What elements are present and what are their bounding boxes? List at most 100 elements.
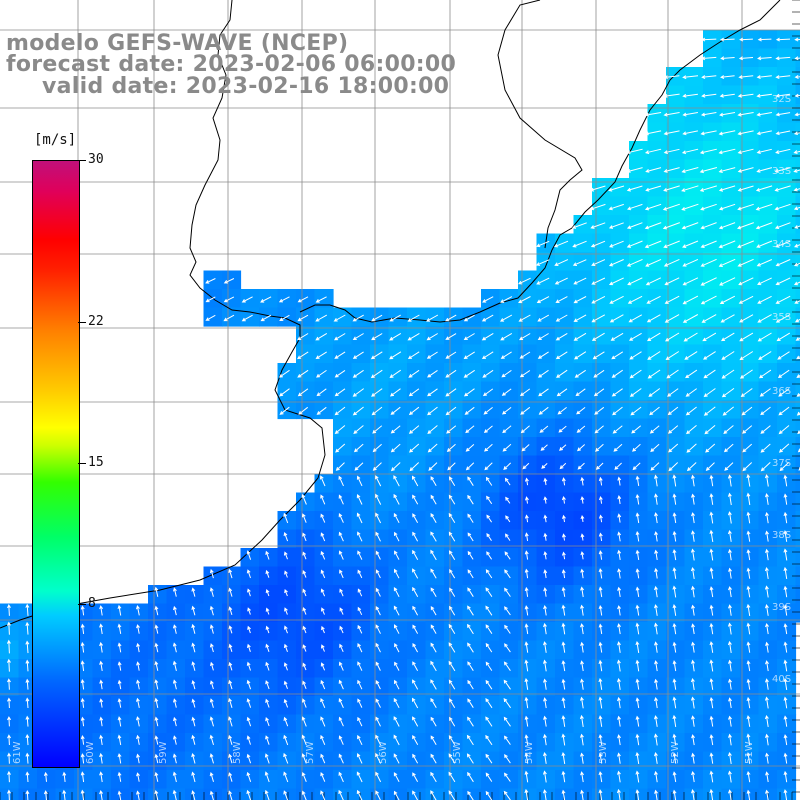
wind-arrow <box>672 530 677 542</box>
wind-arrow <box>574 351 587 360</box>
wind-arrow <box>505 515 511 523</box>
wind-arrow <box>737 222 754 230</box>
wind-cell <box>148 788 168 800</box>
wind-arrow <box>647 369 661 379</box>
colorbar-tick-mark <box>78 321 86 323</box>
wind-arrow <box>467 550 474 560</box>
wind-arrow <box>338 679 344 690</box>
wind-arrow <box>80 697 85 708</box>
wind-arrow <box>746 789 751 800</box>
wind-cell <box>166 788 186 800</box>
wind-arrow <box>430 494 437 505</box>
wind-arrow <box>518 333 531 341</box>
wind-arrow <box>635 549 640 560</box>
wind-arrow <box>501 407 512 415</box>
wind-arrow <box>279 314 290 322</box>
wind-arrow <box>172 753 177 764</box>
wind-arrow <box>765 622 769 635</box>
wind-arrow <box>320 494 326 505</box>
wind-arrow <box>573 277 587 285</box>
wind-cell <box>499 788 519 800</box>
wind-arrow <box>445 369 457 378</box>
wind-cell <box>666 788 686 800</box>
wind-arrow <box>430 549 437 561</box>
wind-arrow <box>737 167 754 173</box>
wind-arrow <box>352 314 364 322</box>
wind-cell <box>240 788 260 800</box>
wind-arrow <box>467 698 474 708</box>
wind-arrow <box>794 112 800 117</box>
wind-arrow <box>338 698 344 709</box>
wind-arrow <box>555 351 568 360</box>
wind-arrow <box>297 333 309 341</box>
wind-arrow <box>302 662 307 671</box>
wind-arrow <box>626 258 643 267</box>
wind-arrow <box>408 388 420 397</box>
wind-arrow <box>644 112 662 117</box>
wind-arrow <box>629 369 642 379</box>
wind-arrow <box>228 625 233 634</box>
wind-arrow <box>80 789 85 800</box>
wind-arrow <box>430 531 437 542</box>
wind-arrow <box>524 641 529 653</box>
wind-arrow <box>737 130 754 136</box>
wind-arrow <box>25 752 30 764</box>
wind-arrow <box>426 351 438 359</box>
wind-arrow <box>764 714 769 727</box>
wind-arrow <box>209 643 214 653</box>
wind-arrow <box>654 770 658 783</box>
wind-arrow <box>338 513 344 523</box>
wind-arrow <box>537 333 549 341</box>
wind-arrow <box>390 406 401 415</box>
wind-arrow <box>554 277 568 285</box>
wind-arrow <box>228 734 233 745</box>
wind-arrow <box>561 622 566 635</box>
wind-arrow <box>394 679 400 690</box>
wind-arrow <box>721 369 735 379</box>
wind-cell <box>74 788 94 800</box>
wind-arrow <box>739 37 753 42</box>
wind-arrow <box>668 462 679 472</box>
wind-arrow <box>338 771 344 783</box>
wind-arrow <box>6 639 11 654</box>
wind-arrow <box>25 659 30 672</box>
wind-arrow <box>525 496 529 504</box>
wind-arrow <box>709 493 714 505</box>
wind-arrow <box>80 753 85 764</box>
wind-arrow <box>654 585 658 598</box>
wind-arrow <box>739 332 754 342</box>
wind-arrow <box>577 444 586 452</box>
wind-arrow <box>412 494 419 505</box>
wind-arrow <box>393 753 400 764</box>
wind-arrow <box>593 369 605 378</box>
wind-arrow <box>663 185 680 192</box>
wind-arrow <box>448 735 456 746</box>
wind-arrow <box>598 586 603 598</box>
wind-arrow <box>297 369 309 378</box>
wind-arrow <box>797 448 800 453</box>
wind-arrow <box>647 351 661 360</box>
wind-arrow <box>561 715 566 727</box>
wind-cell <box>795 437 800 457</box>
wind-arrow <box>283 716 289 727</box>
wind-arrow <box>357 734 363 746</box>
wind-arrow <box>682 295 699 305</box>
wind-arrow <box>700 295 717 305</box>
wind-arrow <box>580 568 585 579</box>
wind-arrow <box>172 771 177 783</box>
wind-cell <box>795 363 800 383</box>
wind-arrow <box>654 715 658 727</box>
wind-arrow <box>778 425 790 435</box>
wind-arrow <box>302 532 307 542</box>
wind-arrow <box>672 493 677 505</box>
wind-arrow <box>25 715 30 727</box>
wind-arrow <box>538 388 549 397</box>
wind-arrow <box>390 425 401 434</box>
wind-arrow <box>467 623 474 635</box>
wind-arrow <box>617 623 621 635</box>
wind-arrow <box>610 332 624 341</box>
wind-arrow <box>576 407 586 415</box>
wind-arrow <box>591 295 606 304</box>
wind-arrow <box>757 314 772 323</box>
wind-arrow <box>595 443 604 452</box>
